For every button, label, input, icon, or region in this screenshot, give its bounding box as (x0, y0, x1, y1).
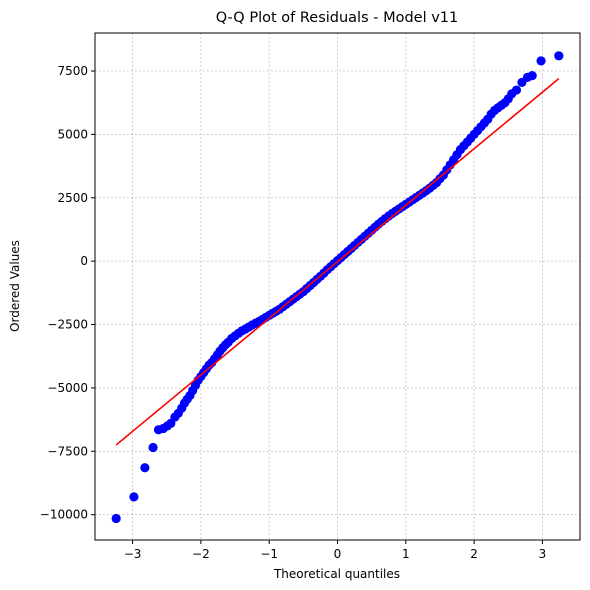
x-tick-label: −2 (192, 547, 210, 561)
y-ticks: −10000 −7500 −5000 −2500 0 2500 5000 7500 (40, 64, 95, 522)
data-point (129, 492, 139, 502)
fit-line-layer (115, 78, 560, 446)
y-tick-label: −2500 (47, 318, 88, 332)
fit-line (115, 78, 560, 446)
y-tick-label: −5000 (47, 381, 88, 395)
x-tick-label: −1 (260, 547, 278, 561)
data-point (511, 85, 522, 95)
y-tick-label: 7500 (57, 64, 88, 78)
x-tick-label: 1 (402, 547, 410, 561)
y-tick-label: 2500 (57, 191, 88, 205)
x-tick-label: 3 (539, 547, 547, 561)
data-point (554, 51, 564, 61)
y-tick-label: 0 (80, 254, 88, 268)
data-point (111, 513, 121, 524)
data-point (527, 70, 537, 81)
y-tick-label: −10000 (40, 508, 88, 522)
data-point (140, 463, 150, 473)
y-axis-label: Ordered Values (8, 240, 22, 332)
gridlines (95, 33, 580, 540)
x-tick-label: 2 (470, 547, 478, 561)
x-tick-label: 0 (334, 547, 342, 561)
data-point (148, 442, 158, 453)
y-tick-label: 5000 (57, 127, 88, 141)
x-ticks: −3 −2 −1 0 1 2 3 (124, 540, 547, 561)
x-tick-label: −3 (124, 547, 142, 561)
chart-title: Q-Q Plot of Residuals - Model v11 (216, 10, 459, 26)
x-axis-label: Theoretical quantiles (273, 567, 400, 581)
points-layer (111, 51, 564, 524)
y-tick-label: −7500 (47, 444, 88, 458)
data-point (536, 56, 546, 66)
